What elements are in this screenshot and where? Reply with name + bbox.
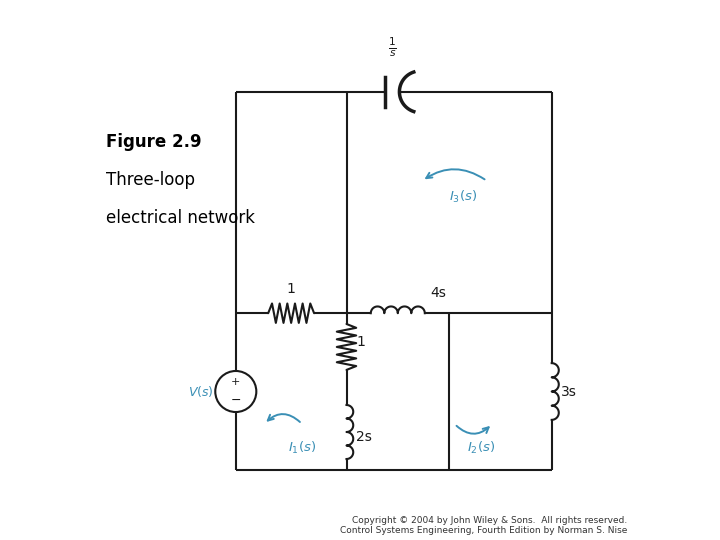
Text: $\frac{1}{s}$: $\frac{1}{s}$ — [388, 36, 397, 59]
Text: −: − — [230, 394, 241, 407]
Text: 1: 1 — [356, 335, 365, 348]
Text: 1: 1 — [287, 282, 296, 296]
Text: Control Systems Engineering, Fourth Edition by Norman S. Nise: Control Systems Engineering, Fourth Edit… — [340, 525, 627, 535]
Text: Copyright © 2004 by John Wiley & Sons.  All rights reserved.: Copyright © 2004 by John Wiley & Sons. A… — [352, 516, 627, 525]
Text: Three-loop: Three-loop — [107, 171, 195, 189]
Text: $I_1(s)$: $I_1(s)$ — [288, 440, 316, 456]
Text: $I_2(s)$: $I_2(s)$ — [467, 440, 495, 456]
Text: 2s: 2s — [356, 430, 372, 444]
Text: $V(s)$: $V(s)$ — [189, 384, 215, 399]
Text: electrical network: electrical network — [107, 209, 255, 227]
Text: Figure 2.9: Figure 2.9 — [107, 133, 202, 151]
Text: 4s: 4s — [431, 286, 446, 300]
Text: 3s: 3s — [562, 384, 577, 399]
Text: +: + — [231, 377, 240, 387]
Text: $I_3(s)$: $I_3(s)$ — [449, 189, 477, 205]
